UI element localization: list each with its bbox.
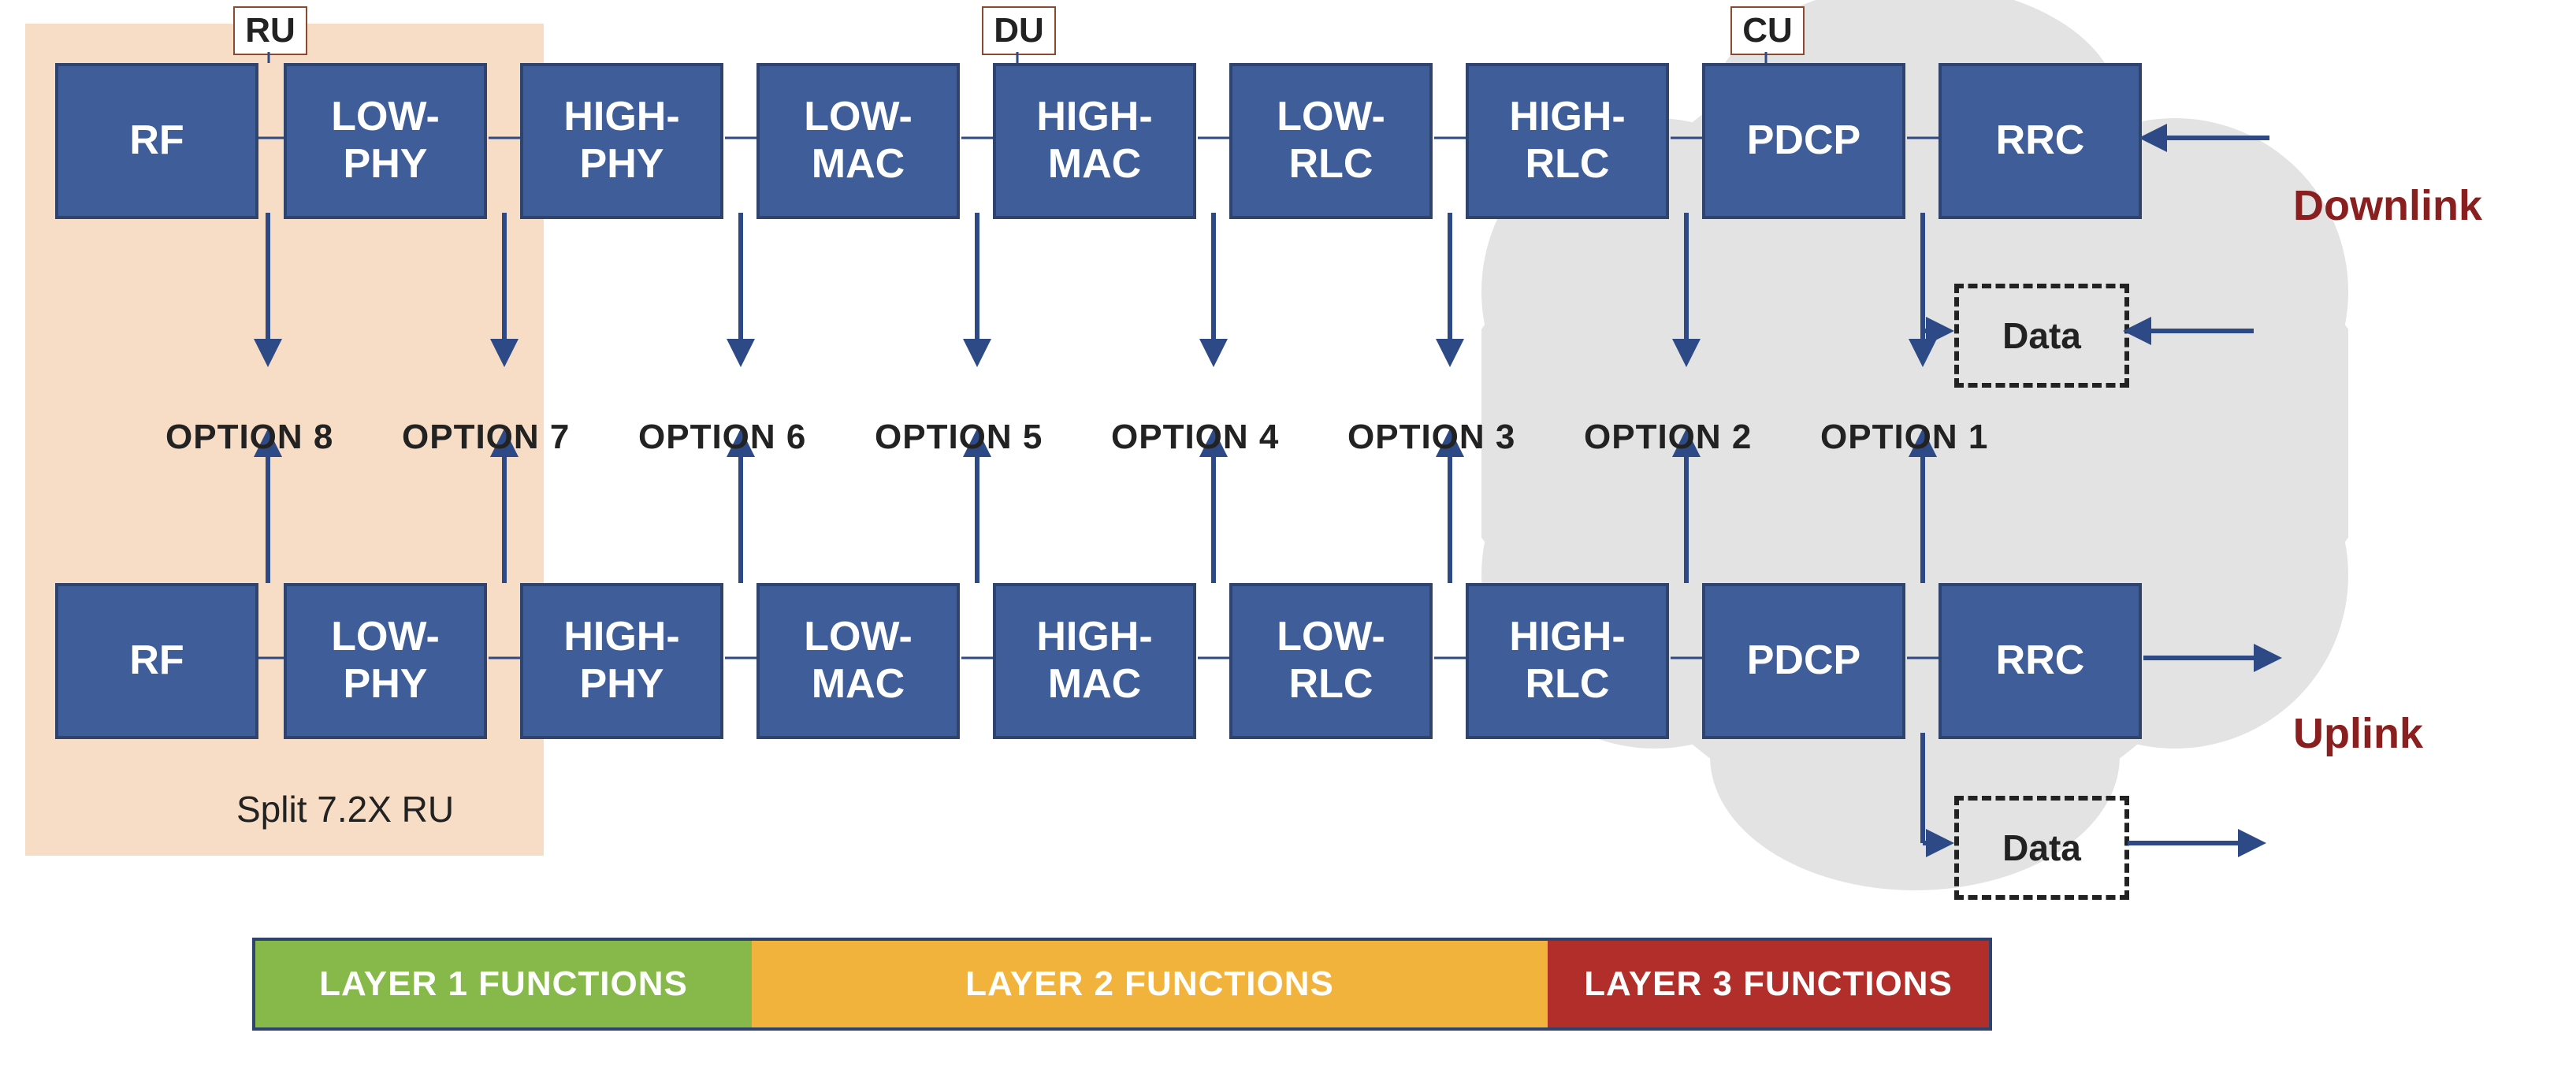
legend-bar: LAYER 1 FUNCTIONSLAYER 2 FUNCTIONSLAYER … — [252, 938, 1992, 1031]
split-arrow-down-3 — [961, 197, 993, 378]
box-connector — [958, 135, 996, 141]
data-box-top: Data — [1954, 284, 2129, 388]
block-dl-rf: RF — [55, 63, 258, 219]
cu-tag: CU — [1730, 6, 1805, 55]
box-connector — [1431, 135, 1469, 141]
downlink-into-rrc — [2128, 122, 2285, 154]
box-connector — [1904, 135, 1942, 141]
split-arrow-down-2 — [725, 197, 756, 378]
option-label-4: OPTION 4 — [1111, 418, 1279, 457]
uplink-out-data — [2112, 827, 2277, 859]
block-ul-lowmac: LOW- MAC — [756, 583, 960, 739]
block-ul-highrlc: HIGH- RLC — [1466, 583, 1669, 739]
cu-tag-line — [1763, 49, 1769, 66]
block-ul-lowphy: LOW- PHY — [284, 583, 487, 739]
split-arrow-down-0 — [252, 197, 284, 378]
option-label-5: OPTION 5 — [875, 418, 1043, 457]
box-connector — [722, 135, 760, 141]
split-arrow-down-6 — [1671, 197, 1702, 378]
block-ul-highphy: HIGH- PHY — [520, 583, 723, 739]
box-connector — [958, 655, 996, 661]
box-connector — [1667, 655, 1705, 661]
ru-tag: RU — [233, 6, 307, 55]
uplink-label: Uplink — [2293, 709, 2423, 758]
block-dl-lowmac: LOW- MAC — [756, 63, 960, 219]
split-arrow-down-1 — [489, 197, 520, 378]
ru-tag-line — [266, 49, 272, 66]
block-dl-rrc: RRC — [1939, 63, 2142, 219]
split-arrow-down-7 — [1907, 197, 1939, 378]
downlink-into-data — [2112, 315, 2269, 347]
block-ul-lowrlc: LOW- RLC — [1229, 583, 1433, 739]
option-label-6: OPTION 6 — [638, 418, 806, 457]
box-connector — [1667, 135, 1705, 141]
diagram-canvas: RFLOW- PHYHIGH- PHYLOW- MACHIGH- MACLOW-… — [0, 0, 2576, 1070]
box-connector — [485, 135, 523, 141]
data-arrow-into-bot — [1907, 827, 1965, 859]
split-arrow-down-4 — [1198, 197, 1229, 378]
block-dl-highmac: HIGH- MAC — [993, 63, 1196, 219]
option-label-7: OPTION 7 — [402, 418, 570, 457]
block-dl-highphy: HIGH- PHY — [520, 63, 723, 219]
legend-1: LAYER 1 FUNCTIONS — [255, 941, 752, 1027]
block-ul-pdcp: PDCP — [1702, 583, 1905, 739]
option-label-3: OPTION 3 — [1347, 418, 1515, 457]
legend-2: LAYER 2 FUNCTIONS — [752, 941, 1548, 1027]
block-dl-lowrlc: LOW- RLC — [1229, 63, 1433, 219]
box-connector — [1904, 655, 1942, 661]
uplink-out-rrc — [2128, 642, 2293, 674]
data-arrow-into-top — [1907, 315, 1965, 347]
option-label-1: OPTION 1 — [1820, 418, 1988, 457]
downlink-label: Downlink — [2293, 181, 2482, 230]
block-dl-lowphy: LOW- PHY — [284, 63, 487, 219]
box-connector — [485, 655, 523, 661]
du-tag: DU — [982, 6, 1056, 55]
legend-3: LAYER 3 FUNCTIONS — [1548, 941, 1989, 1027]
data-box-bot: Data — [1954, 796, 2129, 900]
option-label-2: OPTION 2 — [1584, 418, 1752, 457]
block-ul-highmac: HIGH- MAC — [993, 583, 1196, 739]
option-label-8: OPTION 8 — [165, 418, 333, 457]
box-connector — [1195, 655, 1232, 661]
block-ul-rrc: RRC — [1939, 583, 2142, 739]
block-ul-rf: RF — [55, 583, 258, 739]
block-dl-pdcp: PDCP — [1702, 63, 1905, 219]
split-arrow-down-5 — [1434, 197, 1466, 378]
du-tag-line — [1014, 49, 1020, 66]
block-dl-highrlc: HIGH- RLC — [1466, 63, 1669, 219]
box-connector — [1431, 655, 1469, 661]
box-connector — [722, 655, 760, 661]
box-connector — [1195, 135, 1232, 141]
split-caption: Split 7.2X RU — [236, 788, 454, 830]
